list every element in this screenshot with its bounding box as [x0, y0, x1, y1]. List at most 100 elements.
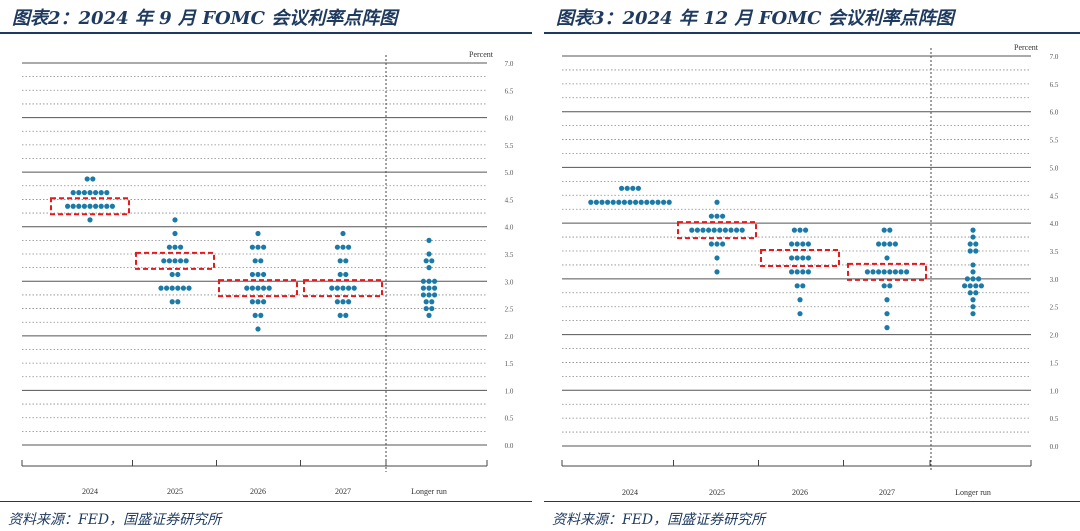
dot: [172, 244, 178, 250]
dot: [186, 285, 192, 291]
dot: [714, 213, 720, 219]
dot: [426, 285, 432, 291]
x-tick-label: 2026: [792, 488, 808, 497]
dot: [805, 269, 811, 275]
dot: [249, 244, 255, 250]
y-tick-label: 3.5: [1050, 248, 1059, 256]
dot: [340, 230, 346, 237]
left-panel: 图表2：2024 年 9 月 FOMC 会议利率点阵图 0.0 0.5 1.0 1.5…: [0, 0, 532, 531]
dot: [104, 203, 110, 209]
dot: [255, 326, 261, 332]
dot: [876, 241, 882, 247]
dot: [864, 269, 870, 275]
dot: [898, 269, 904, 275]
dot: [104, 190, 110, 196]
dot: [87, 217, 93, 223]
dot: [87, 203, 93, 209]
dot: [967, 290, 973, 296]
dot: [694, 227, 700, 233]
y-tick-label: 6.5: [1050, 81, 1059, 89]
dot: [887, 241, 893, 247]
dot: [70, 203, 76, 209]
dot: [183, 258, 189, 264]
y-tick-label: 2.5: [1050, 304, 1059, 312]
right-panel: 图表3：2024 年 12 月 FOMC 会议利率点阵图 0.0 0.5 1.0 1.…: [544, 0, 1080, 531]
dot: [340, 299, 346, 305]
y-tick-label: 1.5: [1050, 359, 1059, 367]
dot: [884, 255, 890, 261]
y-axis-label: Percent: [469, 50, 494, 59]
dot: [169, 299, 175, 305]
dot: [970, 297, 976, 303]
dot: [689, 227, 695, 233]
right-footer-rule: [544, 501, 1080, 502]
dot: [426, 265, 432, 271]
dot: [169, 271, 175, 278]
dot: [887, 269, 893, 275]
dot: [346, 244, 352, 250]
dot: [649, 199, 655, 205]
dot: [797, 297, 803, 303]
dot: [351, 285, 357, 291]
dot: [714, 241, 720, 247]
right-dot-plot: 0.0 0.5 1.0 1.5 2.0 2.5 3.0 3.5 4.0 4.5 5.0 5.5 6.0 6…: [561, 43, 1059, 497]
dot: [794, 283, 800, 289]
x-tick-label: 2025: [167, 487, 183, 496]
dot: [876, 269, 882, 275]
dot: [970, 234, 976, 240]
right-source-note: 资料来源：FED，国盛证券研究所: [552, 512, 766, 528]
dot: [800, 283, 806, 289]
dot: [635, 185, 641, 191]
dot: [967, 283, 973, 289]
dot: [337, 312, 343, 318]
dot: [337, 271, 343, 278]
dot: [261, 271, 267, 278]
dot: [797, 311, 803, 317]
dot: [98, 190, 104, 196]
median-highlight-box: [218, 279, 298, 298]
left-chart-title: 图表2：2024 年 9 月 FOMC 会议利率点阵图: [12, 8, 398, 29]
dot: [255, 244, 261, 250]
dot: [420, 285, 426, 291]
dot: [964, 276, 970, 282]
dot: [661, 199, 667, 205]
dot: [789, 269, 795, 275]
dot: [81, 190, 87, 196]
y-tick-label: 6.0: [505, 115, 514, 123]
y-tick-label: 6.5: [505, 87, 514, 95]
dot: [904, 269, 910, 275]
median-highlight-box: [847, 262, 927, 281]
y-tick-label: 5.0: [1050, 164, 1059, 172]
dot: [172, 258, 178, 264]
x-tick-label: 2027: [335, 487, 351, 496]
dot: [800, 255, 806, 261]
dot: [870, 269, 876, 275]
dot: [346, 285, 352, 291]
dot: [76, 203, 82, 209]
dot: [164, 285, 170, 291]
dot: [619, 185, 625, 191]
dot: [805, 241, 811, 247]
dot: [90, 176, 96, 182]
dot: [166, 244, 172, 250]
dot: [962, 283, 968, 289]
dot: [627, 199, 633, 205]
dot: [708, 213, 714, 219]
dot: [588, 199, 594, 205]
dot: [887, 227, 893, 233]
dot: [973, 283, 979, 289]
dot: [970, 276, 976, 282]
y-tick-label: 2.0: [1050, 332, 1059, 340]
dot: [158, 285, 164, 291]
dot: [739, 227, 745, 233]
y-tick-label: 2.5: [505, 306, 514, 314]
dot: [423, 299, 429, 305]
dot: [734, 227, 740, 233]
dot: [789, 255, 795, 261]
median-highlight-box: [303, 279, 383, 298]
dot: [255, 230, 261, 237]
y-tick-label: 3.0: [1050, 276, 1059, 284]
y-tick-label: 7.0: [1050, 53, 1059, 61]
y-tick-label: 2.0: [505, 333, 514, 341]
y-tick-label: 0.5: [1050, 415, 1059, 423]
